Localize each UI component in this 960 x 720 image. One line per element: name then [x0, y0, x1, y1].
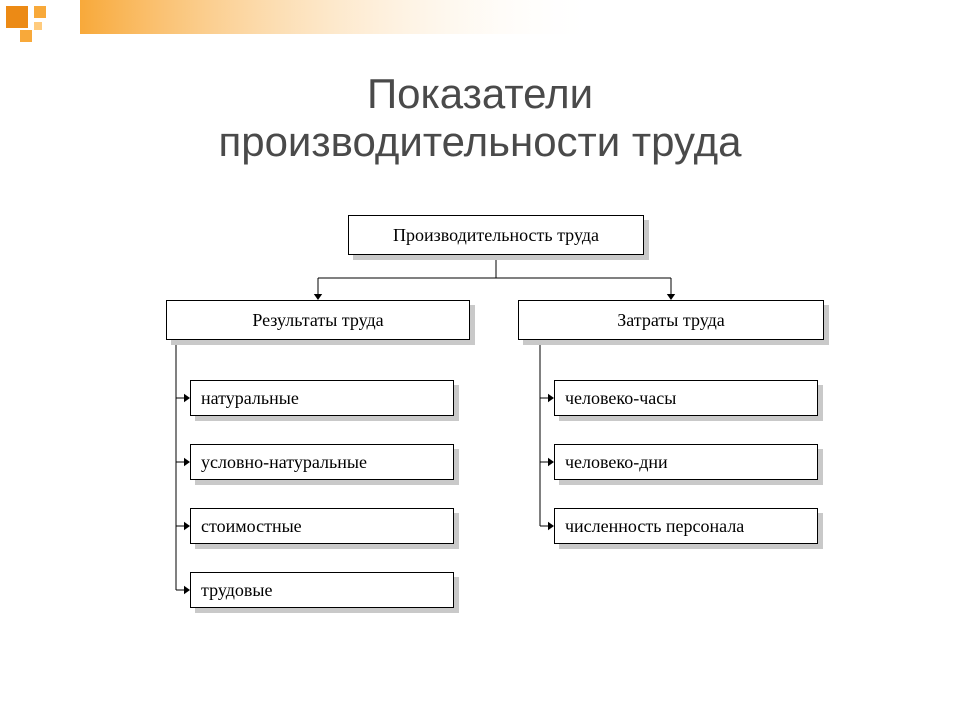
- node-label: Затраты труда: [617, 310, 724, 331]
- node-label: численность персонала: [565, 516, 744, 537]
- node-right: Затраты труда: [518, 300, 824, 340]
- node-label: натуральные: [201, 388, 299, 409]
- node-r2: человеко-дни: [554, 444, 818, 480]
- diagram-nodes-layer: Производительность труда Результаты труда…: [0, 0, 960, 720]
- node-label: трудовые: [201, 580, 272, 601]
- node-label: Результаты труда: [252, 310, 383, 331]
- node-label: Производительность труда: [393, 225, 599, 246]
- slide: Показатели производительности труда Прои…: [0, 0, 960, 720]
- node-label: стоимостные: [201, 516, 302, 537]
- node-label: условно-натуральные: [201, 452, 367, 473]
- node-left: Результаты труда: [166, 300, 470, 340]
- node-label: человеко-часы: [565, 388, 676, 409]
- node-r3: численность персонала: [554, 508, 818, 544]
- node-root: Производительность труда: [348, 215, 644, 255]
- node-label: человеко-дни: [565, 452, 668, 473]
- node-l1: натуральные: [190, 380, 454, 416]
- node-l3: стоимостные: [190, 508, 454, 544]
- node-l2: условно-натуральные: [190, 444, 454, 480]
- node-r1: человеко-часы: [554, 380, 818, 416]
- node-l4: трудовые: [190, 572, 454, 608]
